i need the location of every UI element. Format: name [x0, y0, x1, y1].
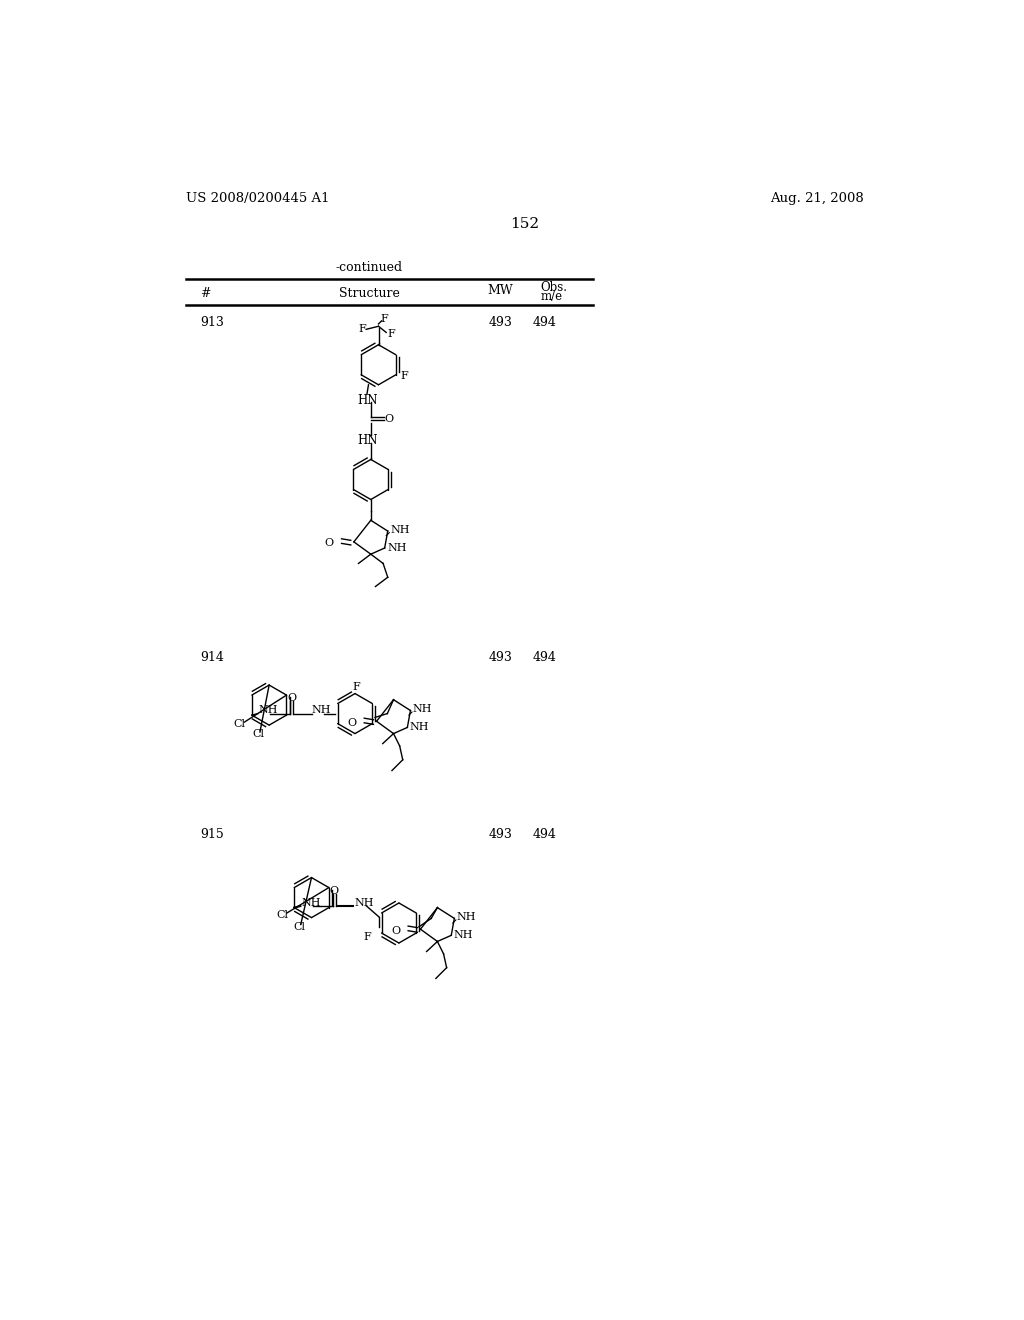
Text: HN: HN — [357, 434, 378, 447]
Text: 494: 494 — [532, 651, 557, 664]
Text: 913: 913 — [200, 315, 223, 329]
Text: m/e: m/e — [541, 289, 562, 302]
Text: NH: NH — [410, 722, 429, 733]
Text: F: F — [388, 329, 395, 339]
Text: Cl: Cl — [276, 909, 288, 920]
Text: 494: 494 — [532, 315, 557, 329]
Text: O: O — [325, 539, 334, 548]
Text: US 2008/0200445 A1: US 2008/0200445 A1 — [186, 191, 330, 205]
Text: 914: 914 — [200, 651, 223, 664]
Text: F: F — [358, 325, 367, 334]
Text: Obs.: Obs. — [541, 281, 567, 294]
Text: NH: NH — [457, 912, 476, 921]
Text: Aug. 21, 2008: Aug. 21, 2008 — [770, 191, 863, 205]
Text: HN: HN — [357, 393, 378, 407]
Text: NH: NH — [454, 931, 473, 940]
Text: 152: 152 — [510, 216, 540, 231]
Text: F: F — [400, 371, 409, 380]
Text: 493: 493 — [488, 651, 512, 664]
Text: O: O — [330, 886, 339, 896]
Text: Cl: Cl — [293, 921, 305, 932]
Text: NH: NH — [387, 543, 407, 553]
Text: O: O — [391, 925, 400, 936]
Text: 494: 494 — [532, 828, 557, 841]
Text: F: F — [380, 314, 388, 323]
Text: O: O — [288, 693, 296, 704]
Text: F: F — [352, 682, 359, 693]
Text: NH: NH — [259, 705, 279, 715]
Text: Structure: Structure — [339, 286, 399, 300]
Text: 915: 915 — [200, 828, 223, 841]
Text: 493: 493 — [488, 315, 512, 329]
Text: #: # — [200, 286, 210, 300]
Text: MW: MW — [487, 284, 513, 297]
Text: 493: 493 — [488, 828, 512, 841]
Text: NH: NH — [301, 898, 321, 908]
Text: NH: NH — [413, 704, 432, 714]
Text: NH: NH — [312, 705, 332, 715]
Text: NH: NH — [390, 524, 410, 535]
Text: Cl: Cl — [233, 718, 246, 729]
Text: -continued: -continued — [336, 261, 402, 275]
Text: O: O — [385, 413, 394, 424]
Text: F: F — [364, 932, 371, 942]
Text: O: O — [347, 718, 356, 727]
Text: NH: NH — [354, 898, 374, 908]
Text: Cl: Cl — [252, 730, 264, 739]
